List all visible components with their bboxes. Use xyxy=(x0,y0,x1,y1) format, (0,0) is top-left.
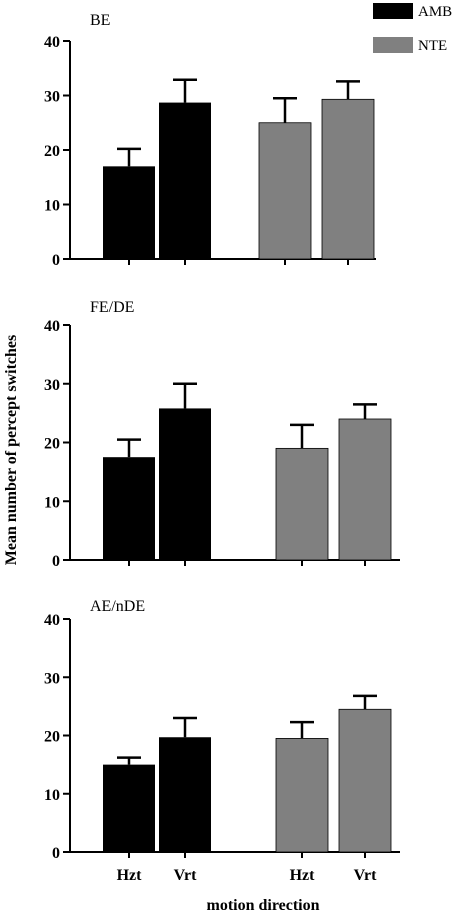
bar-nte-vrt xyxy=(338,418,392,561)
y-tick-label: 40 xyxy=(44,612,60,629)
x-tick-label: Vrt xyxy=(354,867,377,884)
x-axis-label: motion direction xyxy=(206,897,319,914)
panel-3: AE/nDE 0 10 20 30 40 Hzt Vrt Hzt Vrt xyxy=(44,598,400,884)
y-tick-label: 30 xyxy=(44,670,60,687)
y-tick-label: 20 xyxy=(44,729,60,746)
y-tick-label: 20 xyxy=(44,436,60,453)
bar-nte-hzt xyxy=(258,122,312,260)
chart-panels: BE 0 10 20 30 40 FE/DE 0 10 20 30 40 AE/nDE 0 10 20 30 40… xyxy=(44,12,400,884)
legend-label-amb: AMB xyxy=(418,4,452,20)
y-tick-label: 30 xyxy=(44,89,60,106)
y-tick-label: 0 xyxy=(52,252,60,269)
x-tick-label: Hzt xyxy=(117,867,143,884)
x-tick-label: Hzt xyxy=(290,867,316,884)
panel-2: FE/DE 0 10 20 30 40 xyxy=(44,299,400,570)
y-tick-label: 0 xyxy=(52,553,60,570)
y-tick-label: 40 xyxy=(44,34,60,51)
bar-nte-hzt xyxy=(275,738,329,853)
legend-swatch-nte xyxy=(373,37,413,53)
panel-title: BE xyxy=(90,12,110,29)
legend: AMB NTE xyxy=(373,3,452,54)
y-tick-label: 20 xyxy=(44,143,60,160)
panel-1: BE 0 10 20 30 40 xyxy=(44,12,376,269)
bar-amb-vrt xyxy=(159,737,211,852)
bar-amb-vrt xyxy=(159,408,211,560)
bar-amb-hzt xyxy=(103,166,155,259)
panel-title: AE/nDE xyxy=(90,598,145,615)
bar-amb-vrt xyxy=(159,102,211,260)
y-tick-label: 0 xyxy=(52,845,60,862)
y-tick-label: 30 xyxy=(44,377,60,394)
legend-swatch-amb xyxy=(373,3,413,19)
y-tick-label: 10 xyxy=(44,787,60,804)
y-axis-label: Mean number of percept switches xyxy=(3,335,20,566)
x-tick-label: Vrt xyxy=(174,867,197,884)
bar-nte-hzt xyxy=(275,447,329,561)
legend-label-nte: NTE xyxy=(418,38,447,54)
bar-amb-hzt xyxy=(103,764,155,852)
bar-nte-vrt xyxy=(321,98,375,260)
bar-amb-hzt xyxy=(103,457,155,560)
y-tick-label: 10 xyxy=(44,198,60,215)
y-tick-label: 40 xyxy=(44,318,60,335)
bar-nte-vrt xyxy=(338,708,392,853)
panel-title: FE/DE xyxy=(90,299,134,316)
y-tick-label: 10 xyxy=(44,494,60,511)
